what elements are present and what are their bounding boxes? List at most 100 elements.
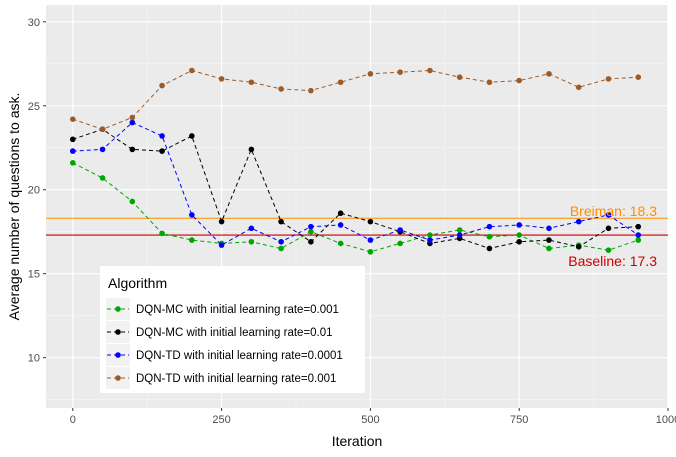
data-point [546, 237, 552, 243]
data-point [308, 228, 314, 235]
data-point [635, 74, 642, 81]
legend-item: DQN-TD with initial learning rate=0.0001 [106, 344, 343, 366]
x-tick-label: 0 [70, 414, 76, 426]
data-point [575, 84, 582, 91]
data-point [337, 222, 344, 228]
legend-box [100, 266, 365, 393]
data-point [69, 116, 76, 122]
data-point [218, 242, 225, 248]
data-point [337, 79, 344, 86]
data-point [546, 225, 552, 232]
data-point [367, 237, 374, 243]
data-point [605, 247, 612, 253]
data-point [397, 240, 403, 247]
data-point [397, 227, 403, 233]
series-group [69, 119, 642, 248]
data-point [605, 225, 612, 232]
data-point [69, 136, 76, 143]
data-point [486, 223, 493, 230]
legend-label: DQN-TD with initial learning rate=0.001 [136, 373, 336, 385]
data-point [635, 232, 642, 238]
series-line [72, 69, 639, 130]
data-point [159, 133, 165, 139]
x-tick-label: 1000 [656, 414, 676, 426]
data-point [189, 237, 195, 243]
data-point [427, 67, 433, 74]
legend-label: DQN-TD with initial learning rate=0.0001 [136, 350, 343, 362]
x-tick-label: 500 [361, 414, 379, 426]
series-line [72, 128, 639, 250]
data-point [308, 238, 314, 245]
data-point [635, 237, 642, 243]
series-group [69, 67, 642, 133]
data-point [159, 82, 165, 89]
y-tick-label: 15 [28, 269, 40, 281]
legend-label: DQN-MC with initial learning rate=0.01 [136, 327, 333, 339]
data-point [129, 119, 136, 126]
data-point [69, 160, 76, 166]
y-tick-label: 30 [28, 17, 40, 29]
data-point [516, 77, 522, 84]
data-point [278, 245, 284, 252]
legend-item: DQN-MC with initial learning rate=0.01 [106, 321, 333, 343]
data-point [248, 146, 255, 153]
data-point [99, 126, 106, 133]
data-point [278, 86, 284, 92]
data-point [367, 71, 374, 77]
data-point [337, 210, 344, 217]
data-point [367, 218, 374, 225]
y-tick-label: 25 [28, 101, 40, 113]
data-series [69, 67, 642, 255]
x-axis-title: Iteration [332, 433, 383, 449]
data-point [605, 76, 612, 82]
data-point [456, 232, 463, 238]
data-point [516, 238, 522, 245]
data-point [486, 79, 493, 86]
y-tick-label: 20 [28, 185, 40, 197]
data-point [189, 212, 195, 218]
y-tick-label: 10 [28, 353, 40, 365]
data-point [248, 238, 255, 245]
series-group [69, 126, 642, 252]
data-point [486, 245, 493, 252]
data-point [546, 71, 552, 77]
data-point [69, 148, 76, 154]
data-point [189, 133, 195, 139]
data-point [99, 146, 106, 153]
breiman-label: Breiman: 18.3 [570, 203, 657, 219]
data-point [397, 69, 403, 75]
legend-marker [115, 375, 121, 381]
data-point [575, 244, 582, 250]
axes: 0 250 500 750 1000 10 15 20 25 30 [28, 17, 676, 426]
data-point [367, 249, 374, 255]
data-point [427, 232, 433, 238]
data-point [516, 222, 522, 228]
data-point [308, 87, 314, 94]
data-point [159, 230, 165, 237]
data-point [248, 225, 255, 232]
data-point [159, 148, 165, 154]
data-point [486, 233, 493, 240]
x-tick-label: 750 [510, 414, 528, 426]
legend-marker [115, 352, 121, 358]
data-point [129, 198, 136, 205]
data-point [456, 227, 463, 233]
data-point [456, 74, 463, 81]
data-point [635, 223, 642, 230]
data-point [189, 67, 195, 74]
data-point [308, 223, 314, 230]
y-axis-title: Average number of questions to ask. [6, 93, 22, 321]
data-point [427, 237, 433, 243]
data-point [99, 175, 106, 181]
baseline-label: Baseline: 17.3 [568, 253, 657, 269]
legend-title: Algorithm [108, 275, 167, 291]
data-point [248, 79, 255, 86]
legend-marker [115, 329, 121, 335]
data-point [337, 240, 344, 247]
legend-item: DQN-MC with initial learning rate=0.001 [106, 298, 339, 320]
data-point [278, 238, 284, 245]
series-group [69, 160, 642, 255]
legend-item: DQN-TD with initial learning rate=0.001 [106, 367, 336, 389]
legend-label: DQN-MC with initial learning rate=0.001 [136, 304, 339, 316]
